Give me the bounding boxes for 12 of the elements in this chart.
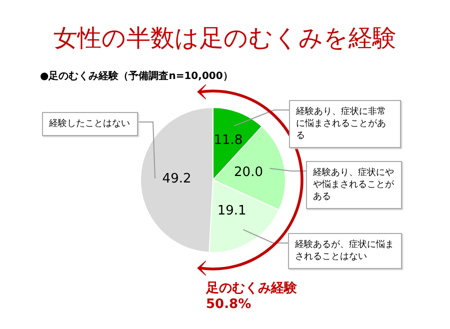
slice-label: 経験あるが、症状に悩まされることはない [288, 233, 402, 269]
slice-label: 経験あり、症状に非常に悩まされることがある [289, 100, 401, 148]
text: 50.8% [206, 297, 252, 312]
slice-label: 経験あり、症状にやや悩まされることがある [306, 161, 402, 209]
chart-subtitle: ●足のむくみ経験（予備調査n=10,000） [40, 69, 233, 83]
text: 足のむくみ経験 [206, 280, 297, 297]
chart-title: 女性の半数は足のむくみを経験 [52, 23, 398, 54]
data-label: 19.1 [217, 203, 246, 218]
data-label: 11.8 [214, 133, 243, 148]
data-label: 20.0 [234, 165, 263, 180]
slice-label: 経験したことはない [42, 112, 138, 136]
data-label: 49.2 [162, 171, 192, 186]
